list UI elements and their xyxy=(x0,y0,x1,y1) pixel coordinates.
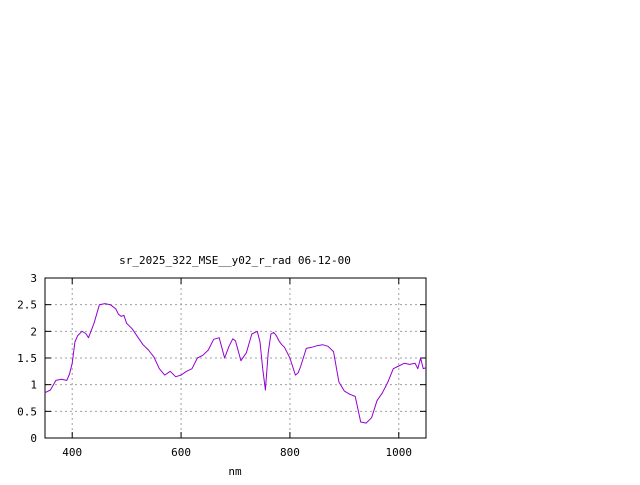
y-tick-label: 2.5 xyxy=(17,299,37,312)
y-tick-label: 1.5 xyxy=(17,352,37,365)
series-layer xyxy=(44,303,427,424)
chart-title: sr_2025_322_MSE__y02_r_rad 06-12-00 xyxy=(119,254,351,267)
y-axis-tick-labels: 0 0.5 1 1.5 2 2.5 3 xyxy=(17,272,37,445)
x-tick-label: 1000 xyxy=(386,446,413,459)
x-tick-label: 400 xyxy=(62,446,82,459)
spectrum-series-line xyxy=(44,303,427,424)
x-tick-label: 600 xyxy=(171,446,191,459)
grid-lines xyxy=(45,278,426,438)
x-axis-label: nm xyxy=(228,465,242,478)
x-axis-tick-labels: 400 600 800 1000 xyxy=(62,446,412,459)
axis-ticks xyxy=(45,277,426,439)
x-tick-label: 800 xyxy=(280,446,300,459)
y-tick-label: 0 xyxy=(30,432,37,445)
y-tick-label: 2 xyxy=(30,325,37,338)
y-tick-label: 0.5 xyxy=(17,405,37,418)
y-tick-label: 1 xyxy=(30,379,37,392)
y-tick-label: 3 xyxy=(30,272,37,285)
